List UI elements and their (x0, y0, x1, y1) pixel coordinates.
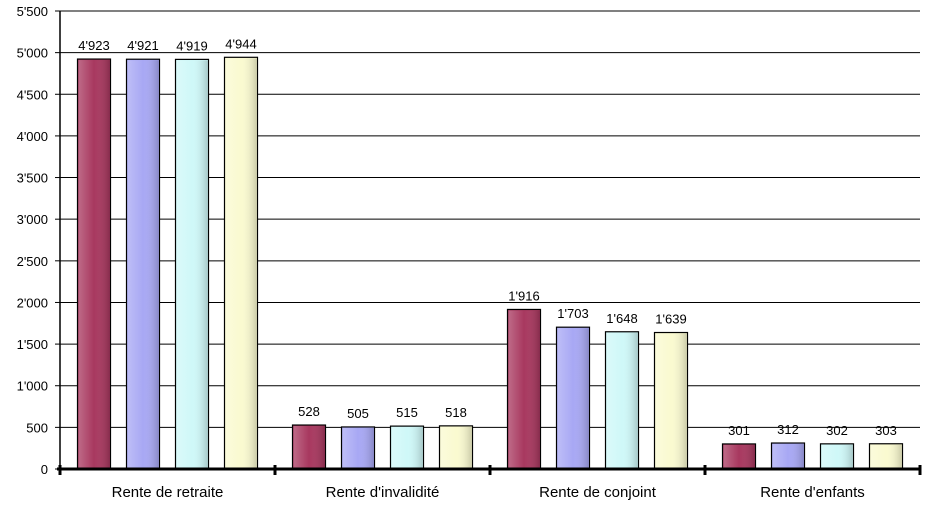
category-label: Rente d'invalidité (326, 484, 440, 501)
y-tick-label: 500 (26, 420, 48, 435)
axes (57, 11, 922, 475)
data-label: 515 (396, 405, 418, 420)
bar-shading (772, 444, 804, 468)
bar-shading (655, 333, 687, 468)
y-axis-tick-labels: 0 500 1'000 1'500 2'000 2'500 3'000 3'500 4'000 4… (17, 4, 48, 477)
bar-shading (78, 60, 110, 468)
bar-shading (508, 310, 540, 468)
y-tick-label: 5'000 (17, 46, 48, 61)
y-tick-label: 4'000 (17, 129, 48, 144)
data-label: 1'916 (508, 288, 539, 303)
data-label: 301 (728, 423, 750, 438)
data-label: 505 (347, 406, 369, 421)
data-label: 518 (445, 405, 467, 420)
bar-shading (723, 444, 755, 468)
bar-shading (440, 426, 472, 468)
data-label: 4'919 (176, 38, 207, 53)
y-tick-label: 5'500 (17, 4, 48, 19)
data-label: 4'944 (225, 36, 256, 51)
data-label: 1'648 (606, 311, 637, 326)
bar-shading (870, 444, 902, 468)
data-label: 303 (875, 423, 897, 438)
y-tick-label: 4'500 (17, 87, 48, 102)
category-labels: Rente de retraite Rente d'invalidité Rente… (112, 484, 865, 501)
data-labels: 4'923 4'921 4'919 4'944 528 505 515 518 1'916 1'7… (78, 36, 897, 438)
y-tick-label: 2'500 (17, 254, 48, 269)
bar-shading (606, 332, 638, 468)
bar-shading (821, 444, 853, 468)
category-label: Rente de conjoint (539, 484, 657, 501)
bar-shading (557, 328, 589, 468)
y-tick-label: 3'000 (17, 212, 48, 227)
bar-shading (293, 426, 325, 468)
bar-shading (391, 427, 423, 468)
category-label: Rente d'enfants (760, 484, 865, 501)
y-tick-label: 1'500 (17, 337, 48, 352)
data-label: 4'923 (78, 38, 109, 53)
data-label: 302 (826, 423, 848, 438)
data-label: 4'921 (127, 38, 158, 53)
data-label: 1'639 (655, 312, 686, 327)
bar-shading (225, 58, 257, 469)
data-label: 312 (777, 422, 799, 437)
bar-shading (127, 60, 159, 469)
y-tick-label: 3'500 (17, 171, 48, 186)
data-label: 1'703 (557, 306, 588, 321)
category-label: Rente de retraite (112, 484, 224, 501)
bar-shading (342, 427, 374, 468)
y-tick-label: 1'000 (17, 379, 48, 394)
bar-shading (176, 60, 208, 468)
bars (76, 56, 904, 470)
y-tick-label: 2'000 (17, 295, 48, 310)
data-label: 528 (298, 404, 320, 419)
y-tick-label: 0 (41, 462, 48, 477)
